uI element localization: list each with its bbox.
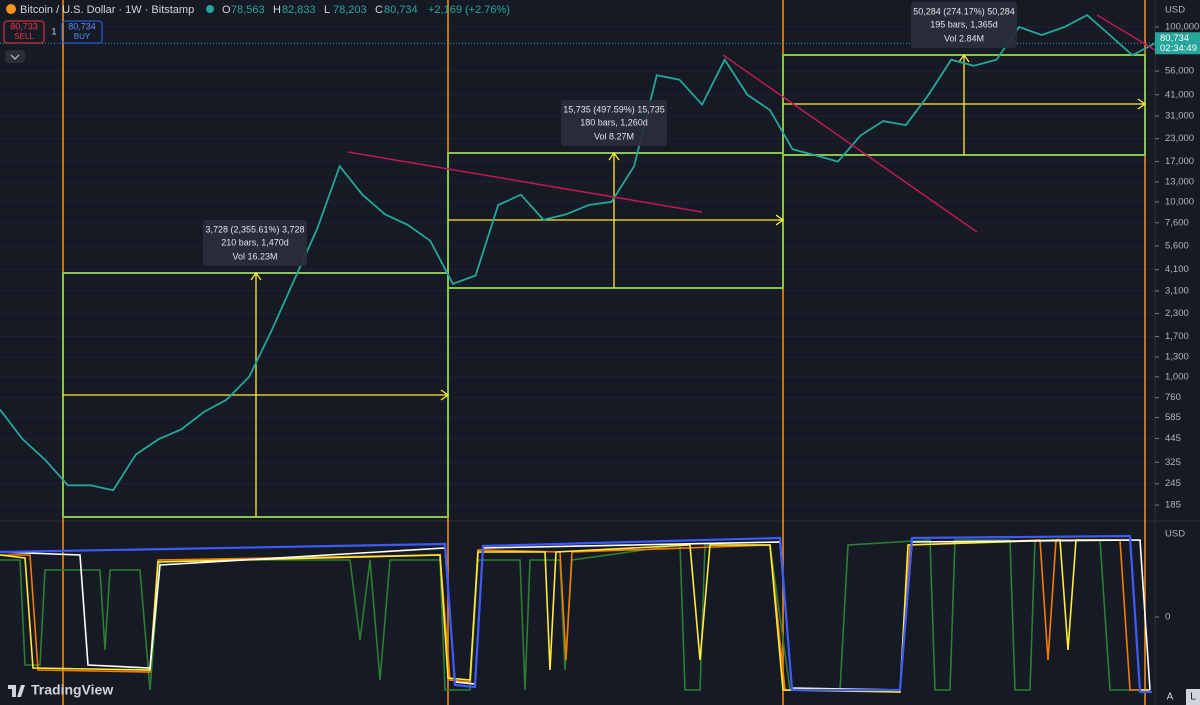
price-series (0, 14, 1156, 492)
quantity[interactable]: 1 (51, 26, 56, 36)
buy-label: BUY (74, 32, 91, 41)
sell-price: 80,733 (10, 21, 38, 31)
ohlc-value: 78,203 (333, 4, 367, 16)
sell-box[interactable] (3, 20, 45, 44)
symbol-icon (6, 4, 16, 14)
oscillator-zero: 0 (1165, 612, 1170, 623)
y-tick-label: 100,000 (1165, 22, 1199, 33)
collapse-button[interactable] (5, 50, 25, 63)
y-tick-label: 2,300 (1165, 308, 1189, 319)
trend-lines (347, 14, 1156, 233)
measure-arrows (63, 53, 1147, 517)
measure-volume: Vol 16.23M (232, 251, 277, 261)
y-tick-label: 585 (1165, 412, 1181, 423)
ohlc-key: O (222, 4, 231, 16)
y-tick-label: 10,000 (1165, 196, 1194, 207)
y-tick-label: 1,000 (1165, 371, 1189, 382)
measure-bars: 195 bars, 1,365d (930, 19, 998, 29)
ohlc: O 78,563 H 82,833 L 78,203 C 80,734 (222, 4, 418, 16)
y-tick-label: 56,000 (1165, 66, 1194, 77)
log-button[interactable]: L (1190, 692, 1196, 703)
buy-price: 80,734 (68, 21, 96, 31)
ohlc-value: 80,734 (384, 4, 418, 16)
measure-label: 3,728 (2,355.61%) 3,728 210 bars, 1,470d… (203, 220, 307, 266)
symbol-title[interactable]: Bitcoin / U.S. Dollar · 1W · Bitstamp (20, 4, 194, 16)
log-button-bg[interactable] (1186, 689, 1200, 705)
label-box (203, 220, 307, 266)
logo-icon (8, 685, 25, 697)
collapse-icon (10, 54, 20, 60)
y-tick-label: 445 (1165, 433, 1181, 444)
ohlc-key: L (324, 4, 330, 16)
auto-button[interactable]: A (1167, 692, 1174, 703)
y-tick-label: 1,700 (1165, 331, 1189, 342)
ohlc-key: H (273, 4, 281, 16)
sell-button[interactable]: 80,733 SELL (3, 20, 45, 44)
measure-volume: Vol 2.84M (944, 33, 984, 43)
y-tick-label: 245 (1165, 478, 1181, 489)
y-tick-label: 5,600 (1165, 241, 1189, 252)
last-price: 80,734 (1160, 33, 1189, 44)
arrow (448, 214, 785, 226)
y-tick-label: 185 (1165, 500, 1181, 511)
logo: TradingView (31, 682, 113, 698)
buy-button[interactable]: 80,734 BUY (61, 20, 103, 44)
y-tick-label: 23,000 (1165, 133, 1194, 144)
arrow (608, 151, 620, 288)
ohlc-value: 82,833 (282, 4, 316, 16)
ohlc-value: 78,563 (231, 4, 265, 16)
ohlc-key: C (375, 4, 383, 16)
countdown: 02:34:49 (1160, 43, 1197, 54)
y-tick-label: 760 (1165, 392, 1181, 403)
measure-change: 3,728 (2,355.61%) 3,728 (205, 224, 304, 234)
oscillator (0, 534, 1152, 694)
measure-volume: Vol 8.27M (594, 131, 634, 141)
measure-label: 15,735 (497.59%) 15,735 180 bars, 1,260d… (561, 100, 667, 146)
buy-box[interactable] (61, 20, 103, 44)
last-price-box (1155, 32, 1200, 55)
oscillator-line (0, 539, 1150, 691)
sell-label: SELL (14, 32, 34, 41)
y-tick-label: 13,000 (1165, 177, 1194, 188)
trend-line (347, 151, 703, 213)
arrow (250, 271, 262, 517)
price-line (0, 14, 1156, 492)
grid (0, 26, 1155, 506)
y-tick-label: 7,600 (1165, 217, 1189, 228)
y-tick-label: 3,100 (1165, 285, 1189, 296)
y-tick-label: 1,300 (1165, 351, 1189, 362)
measure-bars: 210 bars, 1,470d (221, 237, 289, 247)
trend-line (722, 54, 978, 233)
y-tick-label: 17,000 (1165, 156, 1194, 167)
measure-change: 50,284 (274.17%) 50,284 (913, 6, 1015, 16)
arrow (958, 53, 970, 155)
measure-change: 15,735 (497.59%) 15,735 (563, 104, 665, 114)
y-tick-label: 31,000 (1165, 111, 1194, 122)
oscillator-line (0, 539, 1150, 693)
y-tick-label: 4,100 (1165, 264, 1189, 275)
y-tick-label: 41,000 (1165, 89, 1194, 100)
label-box (911, 2, 1017, 48)
price-axis: 100,000 56,000 41,000 31,000 23,000 17,000 13,… (1155, 22, 1200, 511)
measure-label: 50,284 (274.17%) 50,284 195 bars, 1,365d… (911, 2, 1017, 48)
oscillator-line (0, 534, 1152, 694)
y-tick-label: 325 (1165, 457, 1181, 468)
trend-line (1096, 14, 1156, 51)
measure-bars: 180 bars, 1,260d (580, 117, 648, 127)
oscillator-currency: USD (1165, 529, 1185, 540)
status-dot (206, 5, 214, 13)
currency-label: USD (1165, 5, 1185, 16)
price-change: +2,169 (+2.76%) (428, 4, 510, 16)
label-box (561, 100, 667, 146)
